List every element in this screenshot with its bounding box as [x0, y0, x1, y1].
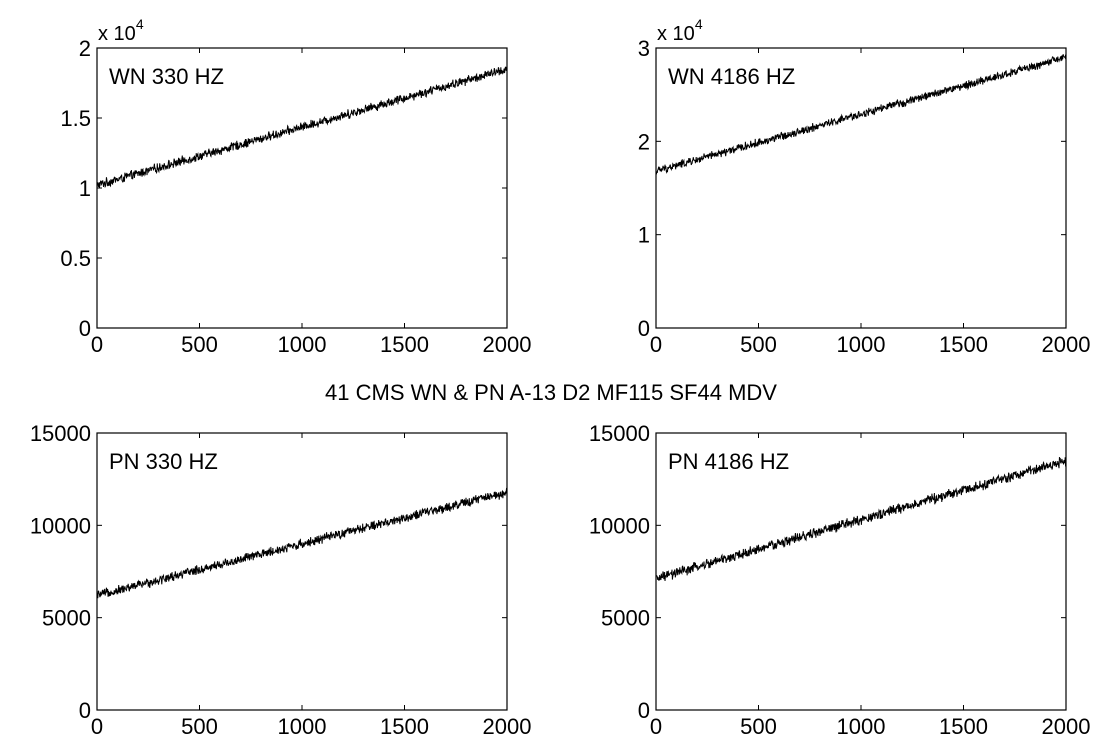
y-tick-label-wn-4186-1: 1	[638, 223, 650, 248]
y-tick-label-pn-330-0: 0	[79, 698, 91, 723]
y-tick-label-wn-4186-0: 0	[638, 316, 650, 341]
x-tick-label-pn-4186-0: 0	[650, 714, 662, 739]
series-line-pn-330	[97, 487, 507, 599]
y-exponent-power-wn-330: 4	[136, 16, 144, 32]
y-tick-label-wn-330-0: 0	[79, 316, 91, 341]
panel-label-pn-4186: PN 4186 HZ	[668, 449, 789, 474]
x-tick-label-pn-330-0: 0	[91, 714, 103, 739]
y-tick-label-pn-4186-1: 5000	[601, 606, 650, 631]
y-exponent-power-wn-4186: 4	[695, 16, 703, 32]
x-tick-label-pn-330-1: 500	[181, 714, 218, 739]
figure-title: 41 CMS WN & PN A-13 D2 MF115 SF44 MDV	[325, 380, 777, 405]
panel-label-pn-330: PN 330 HZ	[109, 449, 218, 474]
x-tick-label-wn-330-4: 2000	[483, 332, 532, 357]
x-tick-label-wn-4186-4: 2000	[1042, 332, 1091, 357]
y-tick-label-wn-330-4: 2	[79, 36, 91, 61]
x-tick-label-wn-330-2: 1000	[278, 332, 327, 357]
y-tick-label-wn-330-3: 1.5	[60, 106, 91, 131]
y-tick-label-wn-330-1: 0.5	[60, 246, 91, 271]
x-tick-label-pn-330-2: 1000	[278, 714, 327, 739]
y-tick-label-pn-4186-2: 10000	[589, 513, 650, 538]
y-tick-label-pn-330-2: 10000	[30, 513, 91, 538]
axes-box-pn-330	[96, 432, 508, 711]
series-line-wn-4186	[656, 54, 1066, 175]
x-tick-label-wn-4186-0: 0	[650, 332, 662, 357]
series-line-wn-330	[97, 66, 507, 189]
y-tick-label-wn-4186-2: 2	[638, 129, 650, 154]
panel-pn-4186: 0 500 1000 1500 2000 0 5000 10000 15000 PN 4186 H…	[589, 421, 1091, 739]
x-tick-label-pn-4186-1: 500	[740, 714, 777, 739]
panel-pn-330: 0 500 1000 1500 2000 0 5000 10000 15000 PN 330 HZ	[30, 421, 532, 739]
series-line-pn-4186	[656, 457, 1066, 581]
y-tick-label-wn-4186-3: 3	[638, 36, 650, 61]
y-tick-label-wn-330-2: 1	[79, 176, 91, 201]
x-tick-label-pn-330-4: 2000	[483, 714, 532, 739]
panel-label-wn-330: WN 330 HZ	[109, 64, 224, 89]
y-tick-label-pn-330-3: 15000	[30, 421, 91, 446]
x-tick-label-wn-4186-1: 500	[740, 332, 777, 357]
x-tick-label-wn-4186-2: 1000	[837, 332, 886, 357]
x-tick-label-wn-330-3: 1500	[380, 332, 429, 357]
x-tick-label-wn-330-1: 500	[181, 332, 218, 357]
axes-box-wn-4186	[655, 47, 1067, 329]
x-tick-label-pn-4186-3: 1500	[939, 714, 988, 739]
panel-label-wn-4186: WN 4186 HZ	[668, 64, 795, 89]
panel-wn-4186: 0 500 1000 1500 2000 0 1 2 3 x 104 WN 4186 HZ	[638, 16, 1091, 357]
x-tick-label-wn-330-0: 0	[91, 332, 103, 357]
y-tick-label-pn-4186-0: 0	[638, 698, 650, 723]
y-exponent-wn-4186: x 104	[657, 16, 703, 45]
y-tick-label-pn-330-1: 5000	[42, 606, 91, 631]
x-tick-label-wn-4186-3: 1500	[939, 332, 988, 357]
x-tick-label-pn-330-3: 1500	[380, 714, 429, 739]
x-tick-label-pn-4186-2: 1000	[837, 714, 886, 739]
panel-wn-330: 0 500 1000 1500 2000 0 0.5 1 1.5 2 x 104 WN 330 HZ	[60, 16, 531, 357]
y-tick-label-pn-4186-3: 15000	[589, 421, 650, 446]
y-exponent-wn-330: x 104	[98, 16, 144, 45]
x-tick-label-pn-4186-4: 2000	[1042, 714, 1091, 739]
